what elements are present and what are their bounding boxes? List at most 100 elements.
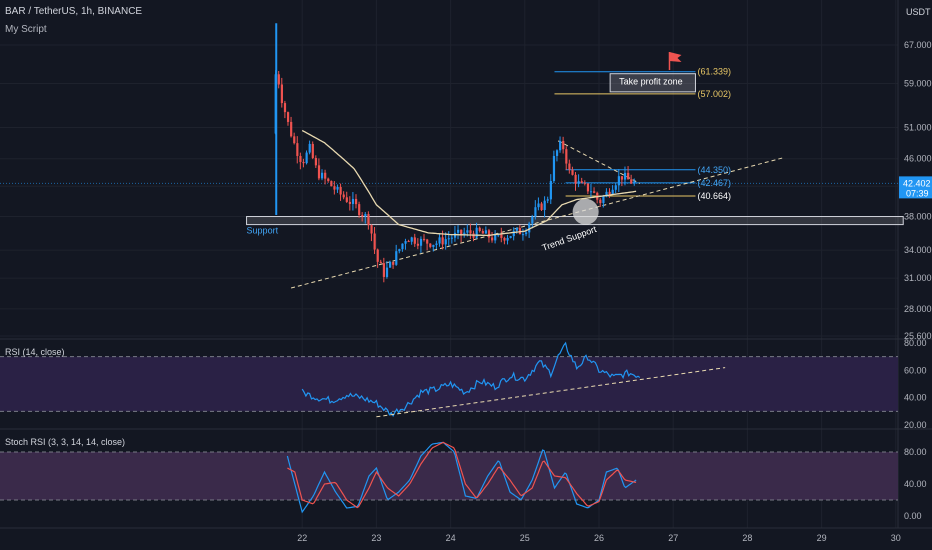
price-panel[interactable]	[0, 23, 904, 289]
candle-body	[549, 181, 552, 200]
level-tp-high-label: (61.339)	[697, 67, 731, 77]
candle-body	[478, 227, 481, 232]
candle-body	[559, 141, 562, 151]
candle-body	[457, 229, 460, 233]
candle-body	[593, 191, 596, 193]
candle-body	[342, 194, 345, 198]
currency-label: USDT	[906, 7, 931, 17]
stoch-rsi-title[interactable]: Stoch RSI (3, 3, 14, 14, close)	[5, 437, 126, 447]
candle-body	[500, 234, 503, 238]
symbol-title[interactable]: BAR / TetherUS, 1h, BINANCE	[5, 6, 143, 17]
rsi-line	[301, 341, 641, 418]
candle-body	[481, 231, 484, 234]
support-label: Support	[247, 226, 279, 236]
candle-body	[376, 249, 379, 262]
script-name[interactable]: My Script	[5, 24, 47, 35]
candle-body	[568, 163, 571, 170]
candle-body	[515, 228, 518, 231]
rsi-tick-label: 60.00	[904, 365, 927, 375]
candle-body	[392, 261, 395, 265]
level-3-label: (40.664)	[697, 191, 731, 201]
candle-body	[466, 230, 469, 233]
stoch-tick-label: 0.00	[904, 511, 922, 521]
candle-body	[305, 152, 308, 164]
stoch-rsi-panel[interactable]	[0, 441, 898, 514]
candle-body	[299, 155, 302, 162]
price-tick-label: 67.000	[904, 40, 932, 50]
candle-body	[385, 267, 389, 277]
current-price-label: 42.402	[903, 178, 931, 188]
price-tick-label: 34.000	[904, 245, 932, 255]
candle-body	[358, 204, 361, 216]
candle-body	[314, 157, 318, 166]
candle-body	[571, 169, 574, 175]
candle-body	[602, 196, 605, 204]
candle-body	[416, 243, 420, 246]
candle-body	[339, 186, 342, 195]
candle-body	[351, 198, 355, 204]
price-tick-label: 46.000	[904, 154, 932, 164]
take-profit-zone	[609, 73, 696, 93]
candle-body	[389, 261, 392, 268]
candle-body	[333, 186, 336, 190]
time-tick-label: 24	[446, 533, 456, 543]
candle-body	[345, 197, 348, 202]
price-tick-label: 38.000	[904, 212, 932, 222]
candle-body	[283, 103, 287, 113]
candle-body	[605, 191, 608, 197]
candle-body	[503, 237, 506, 241]
level-1-label: (44.350)	[697, 165, 731, 175]
candle-body	[277, 74, 280, 85]
candle-body	[509, 236, 512, 238]
candle-body	[583, 182, 586, 184]
candle-body	[398, 249, 401, 252]
time-tick-label: 30	[891, 533, 901, 543]
candle-body	[432, 244, 435, 247]
candle-body	[311, 143, 314, 158]
candle-body	[419, 238, 423, 246]
candle-body	[435, 243, 438, 245]
candle-body	[611, 189, 614, 195]
candle-body	[586, 183, 590, 192]
candle-body	[423, 238, 426, 240]
level-tp-low-label: (57.002)	[697, 89, 731, 99]
time-tick-label: 25	[520, 533, 530, 543]
time-tick-label: 26	[594, 533, 604, 543]
support-test-highlight	[572, 198, 599, 225]
candle-body	[599, 199, 602, 204]
candle-body	[555, 150, 559, 156]
candle-body	[506, 237, 509, 241]
trend-support-line	[290, 156, 785, 289]
flag-icon	[668, 52, 682, 70]
time-tick-label: 29	[817, 533, 827, 543]
take-profit-label: Take profit zone	[619, 76, 683, 86]
grid	[0, 0, 932, 529]
candle-body	[438, 237, 441, 244]
candle-body	[475, 227, 478, 238]
candle-body	[589, 191, 593, 193]
candle-body	[293, 136, 296, 144]
current-price-tag	[899, 176, 932, 199]
rsi-title[interactable]: RSI (14, close)	[5, 347, 65, 357]
candle-body	[531, 216, 534, 224]
candle-body	[370, 225, 373, 234]
price-tick-label: 28.000	[904, 304, 932, 314]
price-tick-label: 25.600	[904, 331, 932, 341]
stoch-tick-label: 40.00	[904, 479, 927, 489]
rsi-panel[interactable]	[0, 341, 898, 418]
candle-body	[302, 161, 305, 164]
rsi-tick-label: 80.00	[904, 338, 927, 348]
candle-body	[580, 181, 583, 183]
candle-body	[497, 234, 500, 236]
candle-body	[280, 84, 283, 104]
candle-body	[379, 261, 382, 264]
candle-body	[401, 243, 404, 250]
candle-body	[395, 251, 398, 265]
candle-body	[630, 179, 633, 184]
level-2-label: (42.467)	[697, 178, 731, 188]
candle-body	[487, 230, 491, 238]
candle-body	[577, 181, 580, 184]
candle-body	[484, 230, 488, 234]
candle-body	[608, 191, 611, 195]
